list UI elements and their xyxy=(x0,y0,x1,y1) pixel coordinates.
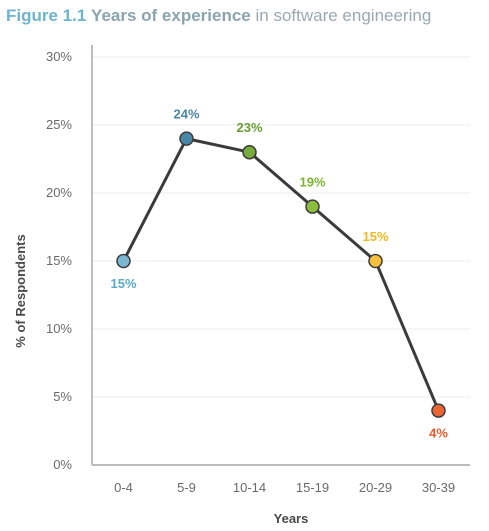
x-tick-label: 30-39 xyxy=(422,480,455,495)
data-label: 15% xyxy=(362,229,388,244)
x-tick-label: 5-9 xyxy=(177,480,196,495)
x-tick-label: 10-14 xyxy=(233,480,266,495)
data-labels: 15% 24% 23% 19% 15% 4% xyxy=(110,107,448,441)
title-rest: in software engineering xyxy=(255,6,432,25)
data-label: 24% xyxy=(173,107,199,122)
gridlines xyxy=(92,56,470,398)
x-tick-labels: 0-4 5-9 10-14 15-19 20-29 30-39 xyxy=(114,480,455,495)
x-tick-label: 15-19 xyxy=(296,480,329,495)
x-tick-label: 0-4 xyxy=(114,480,133,495)
figure-number: Figure 1.1 xyxy=(6,6,87,25)
data-point xyxy=(116,253,131,269)
y-tick-label: 15% xyxy=(46,253,72,268)
data-point xyxy=(305,199,320,214)
y-tick-label: 25% xyxy=(46,117,72,132)
title-bold: Years of experience xyxy=(91,6,251,25)
data-point xyxy=(242,144,257,160)
data-point xyxy=(431,403,446,418)
data-point xyxy=(368,253,383,269)
data-label: 23% xyxy=(236,120,262,135)
data-label: 15% xyxy=(110,276,136,291)
x-tick-label: 20-29 xyxy=(359,480,392,495)
y-tick-label: 5% xyxy=(53,389,72,404)
chart-title: Figure 1.1 Years of experience in softwa… xyxy=(6,6,431,26)
data-point xyxy=(179,131,194,146)
y-tick-label: 30% xyxy=(46,49,72,64)
y-tick-labels: 0% 5% 10% 15% 20% 25% 30% xyxy=(46,49,72,472)
y-tick-label: 20% xyxy=(46,185,72,200)
data-label: 19% xyxy=(299,175,325,190)
y-axis-title: % of Respondents xyxy=(13,234,28,347)
x-axis-title: Years xyxy=(274,511,309,526)
series-line xyxy=(122,137,440,412)
data-points xyxy=(116,131,446,418)
y-tick-label: 0% xyxy=(53,457,72,472)
y-tick-label: 10% xyxy=(46,321,72,336)
data-label: 4% xyxy=(429,426,448,441)
